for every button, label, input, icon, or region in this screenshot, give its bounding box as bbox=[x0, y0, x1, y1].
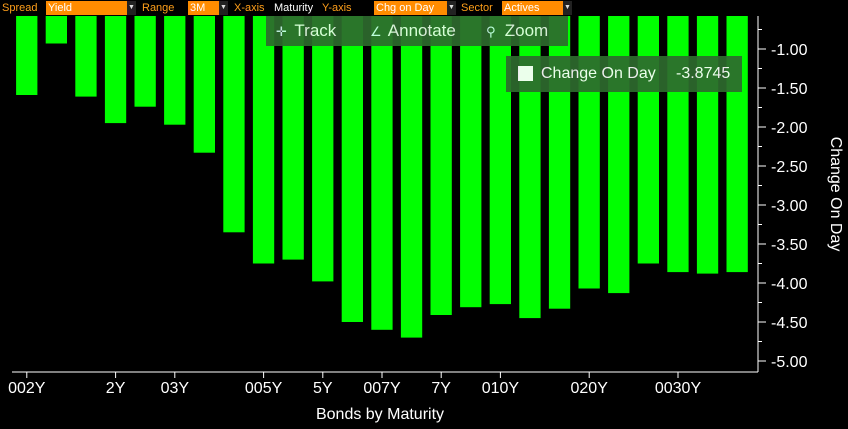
spread-select[interactable]: Yield ▼ bbox=[46, 1, 136, 15]
bar[interactable] bbox=[371, 16, 393, 330]
bar[interactable] bbox=[223, 16, 245, 233]
x-tick-label: 005Y bbox=[245, 380, 283, 397]
bar[interactable] bbox=[726, 16, 748, 273]
legend: Change On Day -3.8745 bbox=[506, 56, 742, 92]
legend-series-value: -3.8745 bbox=[676, 65, 731, 82]
track-label: Track bbox=[294, 21, 337, 40]
bar[interactable] bbox=[400, 16, 423, 338]
chevron-down-icon: ▼ bbox=[219, 1, 228, 15]
bar[interactable] bbox=[164, 16, 186, 125]
x-tick-label: 002Y bbox=[8, 380, 46, 397]
bar[interactable] bbox=[75, 16, 97, 97]
bar[interactable] bbox=[696, 16, 719, 274]
y-tick-label: -2.50 bbox=[771, 159, 808, 176]
spread-value: Yield bbox=[48, 2, 73, 14]
legend-series-name: Change On Day bbox=[541, 65, 656, 82]
y-tick-label: -3.00 bbox=[771, 198, 808, 215]
sector-label: Sector bbox=[461, 2, 493, 14]
x-tick-label: 007Y bbox=[363, 380, 401, 397]
bar[interactable] bbox=[489, 16, 511, 305]
y-axis-title: Change On Day bbox=[827, 137, 844, 252]
magnifier-icon: ⚲ bbox=[486, 24, 496, 39]
chevron-down-icon: ▼ bbox=[563, 1, 572, 15]
yaxis-label: Y-axis bbox=[322, 2, 352, 14]
x-axis-title: Bonds by Maturity bbox=[316, 406, 444, 423]
x-tick-label: 5Y bbox=[313, 380, 333, 397]
x-tick-label: 0030Y bbox=[655, 380, 702, 397]
crosshair-icon: ✛ bbox=[276, 24, 287, 39]
sector-value: Actives bbox=[504, 2, 540, 14]
annotate-label: Annotate bbox=[387, 21, 456, 40]
xaxis-value[interactable]: Maturity bbox=[274, 2, 314, 14]
range-value: 3M bbox=[190, 2, 206, 14]
x-tick-label: 03Y bbox=[161, 380, 190, 397]
zoom-button[interactable]: ⚲ Zoom bbox=[486, 16, 548, 46]
bar[interactable] bbox=[282, 16, 304, 260]
legend-swatch bbox=[518, 66, 533, 81]
bar[interactable] bbox=[637, 16, 659, 264]
y-tick-label: -4.00 bbox=[771, 276, 808, 293]
x-tick-label: 020Y bbox=[571, 380, 609, 397]
y-tick-label: -1.00 bbox=[771, 42, 808, 59]
range-label: Range bbox=[142, 2, 175, 14]
chevron-down-icon: ▼ bbox=[127, 1, 136, 15]
y-tick-label: -5.00 bbox=[771, 354, 808, 371]
x-tick-label: 2Y bbox=[106, 380, 126, 397]
bar[interactable] bbox=[104, 16, 127, 124]
bar[interactable] bbox=[430, 16, 452, 315]
toolbar: Spread Yield ▼ Range 3M ▼ X-axis Maturit… bbox=[0, 0, 848, 16]
y-axis: -1.00 -1.50 -2.00 -2.50 -3.00 -3.50 -4.00 -4.50… bbox=[757, 16, 808, 372]
pencil-icon: ∠ bbox=[370, 24, 382, 39]
y-tick-label: -3.50 bbox=[771, 237, 808, 254]
annotate-button[interactable]: ∠ Annotate bbox=[370, 16, 456, 46]
bar[interactable] bbox=[45, 16, 67, 44]
bar[interactable] bbox=[667, 16, 689, 273]
range-select[interactable]: 3M ▼ bbox=[188, 1, 228, 15]
bar[interactable] bbox=[312, 16, 334, 282]
y-tick-label: -1.50 bbox=[771, 81, 808, 98]
xaxis-label: X-axis bbox=[234, 2, 265, 14]
x-tick-label: 010Y bbox=[482, 380, 520, 397]
y-tick-label: -2.00 bbox=[771, 120, 808, 137]
sector-select[interactable]: Actives ▼ bbox=[502, 1, 572, 15]
spread-label: Spread bbox=[2, 2, 38, 14]
chevron-down-icon: ▼ bbox=[447, 1, 456, 15]
bar[interactable] bbox=[252, 16, 275, 264]
bar[interactable] bbox=[341, 16, 363, 322]
chart-tools-bar: ✛ Track ∠ Annotate ⚲ Zoom bbox=[266, 16, 568, 46]
yaxis-select[interactable]: Chg on Day ▼ bbox=[374, 1, 456, 15]
track-button[interactable]: ✛ Track bbox=[276, 16, 336, 46]
bar[interactable] bbox=[16, 16, 38, 95]
x-tick-label: 7Y bbox=[431, 380, 451, 397]
x-axis: 002Y 2Y 03Y 005Y 5Y 007Y 7Y 010Y 020Y 0030Y bbox=[8, 371, 758, 397]
bar[interactable] bbox=[134, 16, 156, 107]
bar[interactable] bbox=[193, 16, 215, 153]
zoom-label: Zoom bbox=[504, 21, 549, 40]
y-tick-label: -4.50 bbox=[771, 315, 808, 332]
bar[interactable] bbox=[460, 16, 482, 308]
yaxis-value: Chg on Day bbox=[376, 2, 435, 14]
